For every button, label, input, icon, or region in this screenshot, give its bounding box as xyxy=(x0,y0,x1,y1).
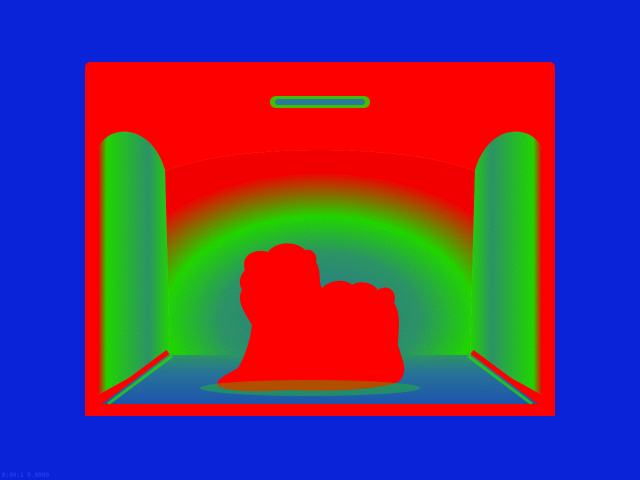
left-floor-edge xyxy=(96,349,170,407)
front-floor-edge xyxy=(85,404,555,416)
footer-label: 0:00:1 0.0000 xyxy=(2,472,49,479)
right-floor-edge-glow xyxy=(467,354,533,406)
subject-shadow xyxy=(200,380,420,396)
right-floor-edge xyxy=(470,349,544,407)
ceiling-light xyxy=(275,99,365,105)
left-floor-edge-glow xyxy=(107,354,173,406)
right-wall xyxy=(470,131,542,395)
left-wall xyxy=(98,131,170,395)
back-wall xyxy=(150,150,490,375)
subject-silhouette xyxy=(217,243,405,392)
